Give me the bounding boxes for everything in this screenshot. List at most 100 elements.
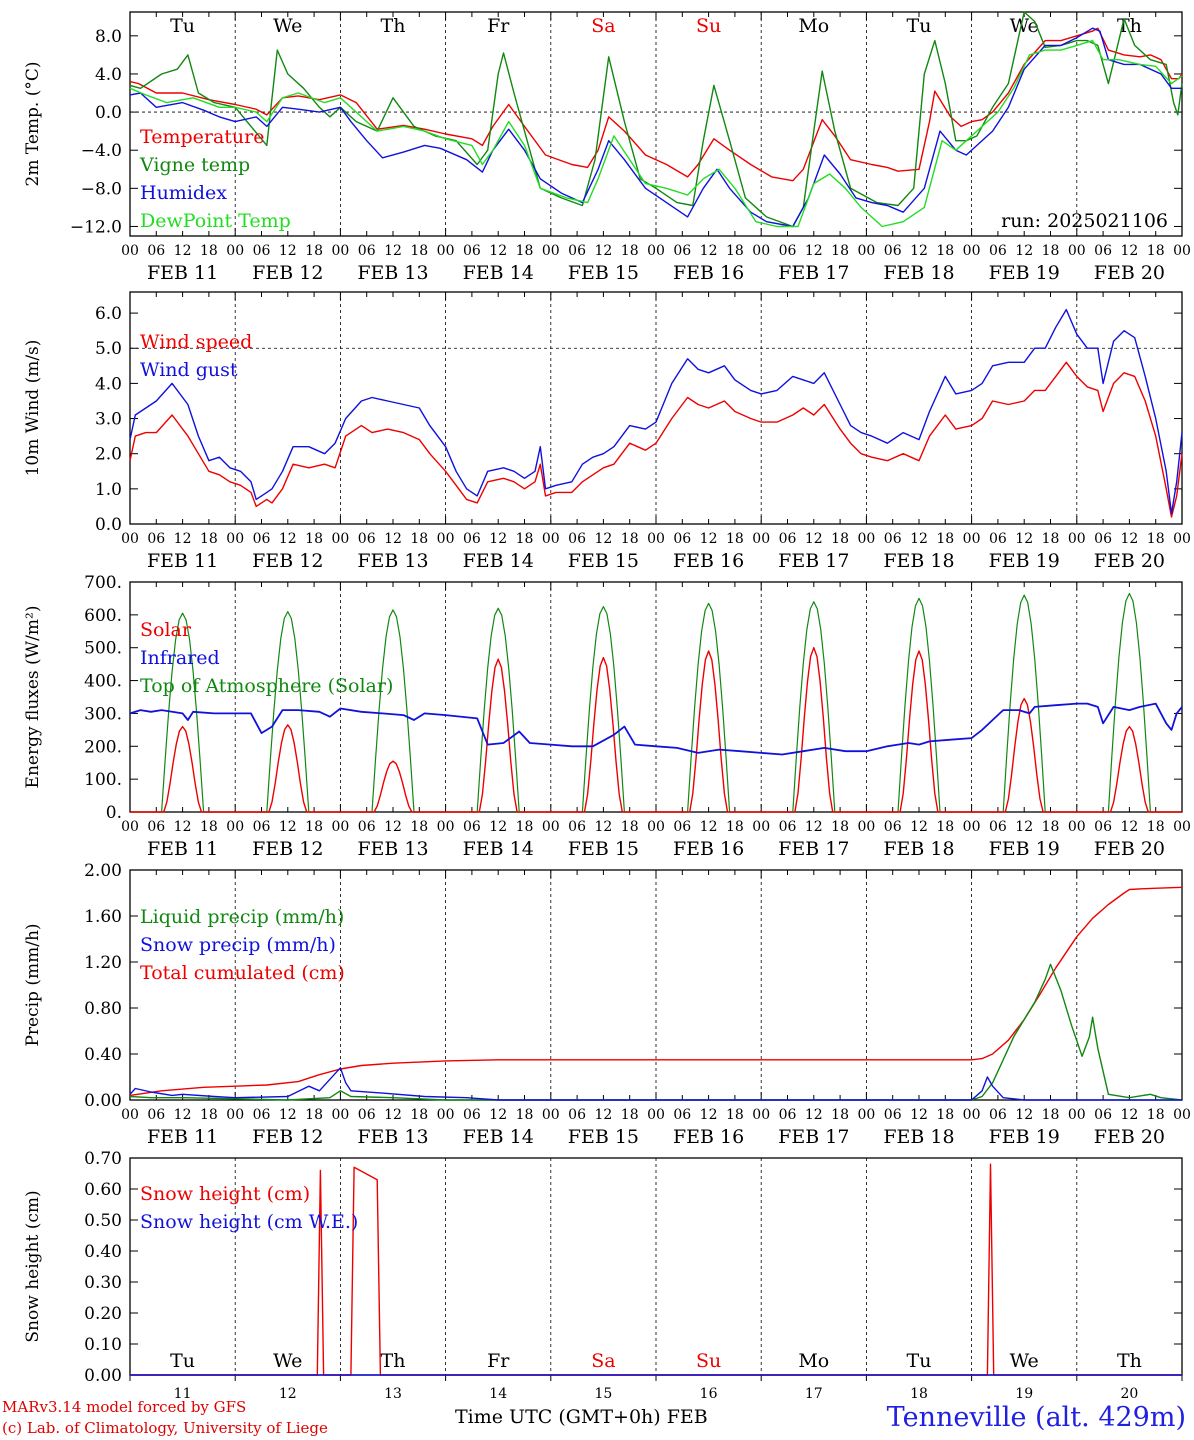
hour-tick-label: 12 <box>489 819 507 835</box>
y-tick-label: 3.0 <box>95 410 122 430</box>
weekday-label: Mo <box>798 15 829 37</box>
hour-tick-label: 00 <box>437 819 455 835</box>
hour-tick-label: 06 <box>147 819 165 835</box>
hour-tick-label: 06 <box>463 819 481 835</box>
y-tick-label: 1.20 <box>84 953 122 973</box>
hour-tick-label: 18 <box>516 243 534 259</box>
hour-tick-label: 06 <box>253 531 271 547</box>
y-tick-label: 1.0 <box>95 480 122 500</box>
hour-tick-label: 18 <box>516 531 534 547</box>
hour-tick-label: 06 <box>989 1107 1007 1123</box>
date-label: FEB 14 <box>463 1126 534 1148</box>
weekday-label: Th <box>381 15 406 37</box>
y-tick-label: 0.80 <box>84 999 122 1019</box>
hour-tick-label: 00 <box>963 243 981 259</box>
y-tick-label: 4.0 <box>95 374 122 394</box>
hour-tick-label: 00 <box>963 531 981 547</box>
hour-tick-label: 00 <box>1068 243 1086 259</box>
series-humidex <box>129 27 1182 228</box>
hour-tick-label: 12 <box>1120 243 1138 259</box>
hour-tick-label: 00 <box>226 531 244 547</box>
hour-tick-label: 00 <box>331 1107 349 1123</box>
day-number-label: 13 <box>384 1386 402 1402</box>
weekday-label: We <box>1010 1350 1039 1372</box>
hour-tick-label: 18 <box>831 531 849 547</box>
y-axis-label: Snow height (cm) <box>23 1190 43 1342</box>
y-tick-label: 700. <box>84 573 122 593</box>
date-label: FEB 19 <box>989 550 1060 572</box>
hour-tick-label: 18 <box>621 1107 639 1123</box>
hour-tick-label: 06 <box>1094 819 1112 835</box>
hour-tick-label: 06 <box>884 819 902 835</box>
date-label: FEB 16 <box>673 550 744 572</box>
hour-tick-label: 00 <box>542 531 560 547</box>
hour-tick-label: 00 <box>857 1107 875 1123</box>
hour-tick-label: 18 <box>200 243 218 259</box>
date-label: FEB 18 <box>883 1126 954 1148</box>
hour-tick-label: 00 <box>437 243 455 259</box>
hour-tick-label: 18 <box>936 243 954 259</box>
y-axis-label: 2m Temp. (°C) <box>23 61 43 186</box>
hour-tick-label: 00 <box>1173 1107 1191 1123</box>
hour-tick-label: 06 <box>358 1107 376 1123</box>
y-tick-label: 100. <box>84 770 122 790</box>
hour-tick-label: 18 <box>410 243 428 259</box>
hour-tick-label: 00 <box>331 531 349 547</box>
y-tick-label: 4.0 <box>95 65 122 85</box>
hour-tick-label: 18 <box>936 819 954 835</box>
hour-tick-label: 18 <box>726 819 744 835</box>
day-number-label: 11 <box>174 1386 192 1402</box>
hour-tick-label: 00 <box>226 819 244 835</box>
y-tick-label: 0.60 <box>84 1180 122 1200</box>
hour-tick-label: 06 <box>568 243 586 259</box>
hour-tick-label: 06 <box>673 1107 691 1123</box>
y-tick-label: −8.0 <box>81 179 122 199</box>
y-tick-label: −12.0 <box>70 217 122 237</box>
hour-tick-label: 18 <box>726 531 744 547</box>
hour-tick-label: 12 <box>1120 531 1138 547</box>
hour-tick-label: 12 <box>174 819 192 835</box>
hour-tick-label: 18 <box>305 243 323 259</box>
hour-tick-label: 06 <box>673 819 691 835</box>
hour-tick-label: 00 <box>857 243 875 259</box>
date-label: FEB 18 <box>883 838 954 860</box>
run-annotation: run: 2025021106 <box>1001 210 1168 232</box>
hour-tick-label: 18 <box>1042 819 1060 835</box>
hour-tick-label: 12 <box>700 1107 718 1123</box>
hour-tick-label: 18 <box>1042 1107 1060 1123</box>
date-label: FEB 16 <box>673 838 744 860</box>
hour-tick-label: 12 <box>279 243 297 259</box>
hour-tick-label: 00 <box>1173 819 1191 835</box>
date-label: FEB 11 <box>147 550 218 572</box>
hour-tick-label: 00 <box>647 819 665 835</box>
weekday-label: We <box>273 1350 302 1372</box>
hour-tick-label: 18 <box>200 819 218 835</box>
hour-tick-label: 06 <box>1094 531 1112 547</box>
date-label: FEB 11 <box>147 262 218 284</box>
hour-tick-label: 06 <box>463 243 481 259</box>
date-label: FEB 19 <box>989 262 1060 284</box>
hour-tick-label: 18 <box>410 531 428 547</box>
hour-tick-label: 00 <box>121 243 139 259</box>
series-wind-speed <box>129 361 1183 518</box>
hour-tick-label: 00 <box>1173 531 1191 547</box>
hour-tick-label: 18 <box>936 1107 954 1123</box>
weekday-label: Fr <box>487 1350 510 1372</box>
hour-tick-label: 18 <box>305 531 323 547</box>
x-axis-label: Time UTC (GMT+0h) FEB <box>455 1406 708 1428</box>
hour-tick-label: 06 <box>253 819 271 835</box>
date-label: FEB 18 <box>883 262 954 284</box>
hour-tick-label: 00 <box>121 1107 139 1123</box>
y-tick-label: 0.10 <box>84 1335 122 1355</box>
date-label: FEB 15 <box>568 550 639 572</box>
weekday-label: Su <box>696 1350 721 1372</box>
hour-tick-label: 12 <box>910 819 928 835</box>
hour-tick-label: 00 <box>542 243 560 259</box>
hour-tick-label: 12 <box>805 819 823 835</box>
series-temperature <box>129 27 1183 182</box>
hour-tick-label: 00 <box>121 819 139 835</box>
date-label: FEB 11 <box>147 838 218 860</box>
hour-tick-label: 00 <box>752 243 770 259</box>
hour-tick-label: 12 <box>700 531 718 547</box>
